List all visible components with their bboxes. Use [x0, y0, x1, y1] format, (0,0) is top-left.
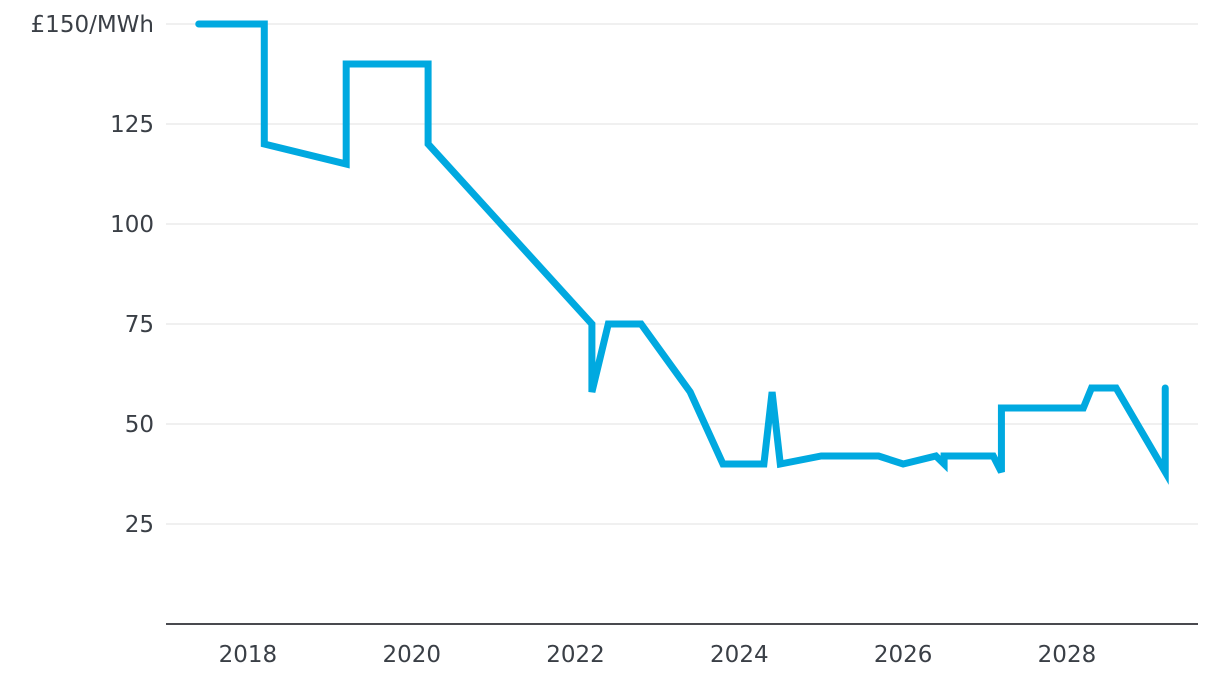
x-tick-label: 2024	[710, 642, 769, 668]
x-axis: 2018 2020 2022 2024 2026 2028	[166, 623, 1198, 668]
plot-area	[195, 20, 1169, 485]
gridlines	[166, 23, 1198, 525]
y-tick-label: 25	[125, 512, 154, 538]
series-line	[195, 20, 1169, 485]
y-tick-label: 100	[110, 212, 154, 238]
y-tick-label: 75	[125, 312, 154, 338]
x-tick-label: 2020	[382, 642, 441, 668]
y-tick-label: 125	[110, 112, 154, 138]
y-tick-label: 50	[125, 412, 154, 438]
x-tick-label: 2026	[874, 642, 933, 668]
x-tick-label: 2018	[219, 642, 278, 668]
x-tick-label: 2028	[1038, 642, 1097, 668]
y-tick-label: £150/MWh	[31, 12, 154, 38]
y-axis-tick-labels: 25 50 75 100 125 £150/MWh	[31, 12, 154, 538]
x-tick-label: 2022	[546, 642, 605, 668]
